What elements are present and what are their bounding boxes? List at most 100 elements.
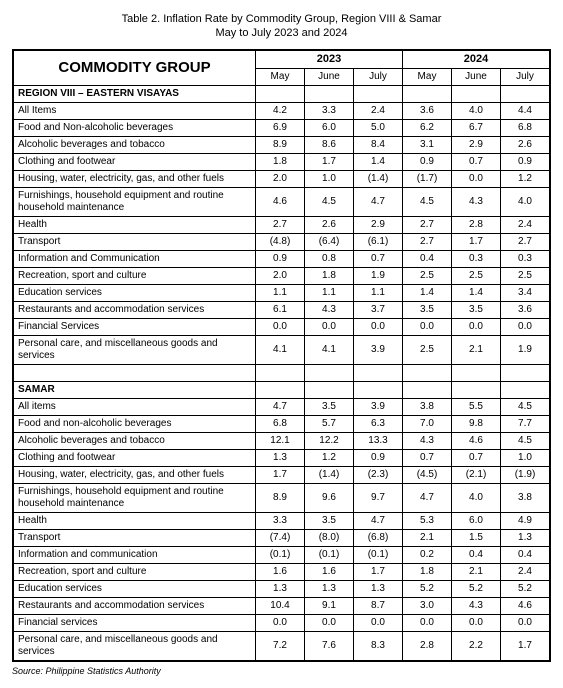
empty-cell (403, 381, 452, 398)
value-cell: 4.6 (452, 432, 501, 449)
empty-cell (501, 85, 551, 102)
row-label: Transport (13, 529, 256, 546)
value-cell: 0.7 (452, 449, 501, 466)
value-cell: 12.2 (305, 432, 354, 449)
value-cell: 1.7 (256, 466, 305, 483)
value-cell: 0.3 (452, 250, 501, 267)
value-cell: (4.8) (256, 233, 305, 250)
value-cell: 4.5 (305, 187, 354, 216)
value-cell: 5.3 (403, 512, 452, 529)
spacer-cell (403, 364, 452, 381)
value-cell: 2.1 (452, 335, 501, 364)
value-cell: 6.1 (256, 301, 305, 318)
value-cell: 0.0 (452, 170, 501, 187)
table-row: Housing, water, electricity, gas, and ot… (13, 466, 550, 483)
table-row: All Items4.23.32.43.64.04.4 (13, 102, 550, 119)
spacer-cell (354, 364, 403, 381)
title-line-2: May to July 2023 and 2024 (215, 27, 347, 39)
value-cell: 2.4 (501, 563, 551, 580)
value-cell: 3.8 (403, 398, 452, 415)
table-row: Transport(4.8)(6.4)(6.1)2.71.72.7 (13, 233, 550, 250)
value-cell: 2.2 (452, 631, 501, 661)
month-header: May (256, 68, 305, 85)
value-cell: 2.5 (501, 267, 551, 284)
value-cell: 7.6 (305, 631, 354, 661)
title-line-1: Table 2. Inflation Rate by Commodity Gro… (122, 13, 442, 25)
row-label: Restaurants and accommodation services (13, 301, 256, 318)
empty-cell (403, 85, 452, 102)
commodity-group-header: COMMODITY GROUP (13, 50, 256, 86)
value-cell: 4.3 (305, 301, 354, 318)
value-cell: 4.5 (501, 398, 551, 415)
month-header: July (501, 68, 551, 85)
value-cell: 2.8 (403, 631, 452, 661)
value-cell: 4.0 (501, 187, 551, 216)
value-cell: 4.7 (256, 398, 305, 415)
value-cell: 3.3 (305, 102, 354, 119)
row-label: Information and Communication (13, 250, 256, 267)
month-header: June (452, 68, 501, 85)
table-row: Furnishings, household equipment and rou… (13, 187, 550, 216)
table-row: Alcoholic beverages and tobacco12.112.21… (13, 432, 550, 449)
value-cell: 0.9 (256, 250, 305, 267)
value-cell: 8.4 (354, 136, 403, 153)
value-cell: 3.9 (354, 398, 403, 415)
value-cell: 2.6 (501, 136, 551, 153)
value-cell: 2.8 (452, 216, 501, 233)
value-cell: 2.5 (403, 267, 452, 284)
value-cell: 9.1 (305, 597, 354, 614)
value-cell: 4.1 (305, 335, 354, 364)
value-cell: 3.3 (256, 512, 305, 529)
value-cell: 1.6 (256, 563, 305, 580)
row-label: All items (13, 398, 256, 415)
value-cell: 0.4 (452, 546, 501, 563)
value-cell: 8.9 (256, 483, 305, 512)
value-cell: 13.3 (354, 432, 403, 449)
year-2023-header: 2023 (256, 50, 403, 69)
row-label: Food and Non-alcoholic beverages (13, 119, 256, 136)
row-label: Alcoholic beverages and tobacco (13, 432, 256, 449)
value-cell: 4.7 (403, 483, 452, 512)
value-cell: 0.4 (403, 250, 452, 267)
row-label: Information and communication (13, 546, 256, 563)
row-label: Personal care, and miscellaneous goods a… (13, 335, 256, 364)
table-row: Recreation, sport and culture1.61.61.71.… (13, 563, 550, 580)
table-row: Personal care, and miscellaneous goods a… (13, 335, 550, 364)
value-cell: 4.4 (501, 102, 551, 119)
row-label: Housing, water, electricity, gas, and ot… (13, 170, 256, 187)
row-label: Furnishings, household equipment and rou… (13, 483, 256, 512)
empty-cell (354, 85, 403, 102)
table-title: Table 2. Inflation Rate by Commodity Gro… (12, 12, 551, 41)
value-cell: (1.7) (403, 170, 452, 187)
value-cell: 5.2 (452, 580, 501, 597)
value-cell: 4.6 (256, 187, 305, 216)
value-cell: 4.3 (452, 187, 501, 216)
empty-cell (501, 381, 551, 398)
value-cell: 2.7 (403, 233, 452, 250)
value-cell: 4.7 (354, 187, 403, 216)
value-cell: 4.0 (452, 483, 501, 512)
value-cell: 10.4 (256, 597, 305, 614)
value-cell: (7.4) (256, 529, 305, 546)
row-label: Personal care, and miscellaneous goods a… (13, 631, 256, 661)
row-label: Financial services (13, 614, 256, 631)
value-cell: 0.3 (501, 250, 551, 267)
value-cell: 5.5 (452, 398, 501, 415)
value-cell: 3.6 (501, 301, 551, 318)
row-label: Health (13, 512, 256, 529)
value-cell: 0.0 (305, 614, 354, 631)
table-row: Restaurants and accommodation services10… (13, 597, 550, 614)
table-row: Alcoholic beverages and tobacco8.98.68.4… (13, 136, 550, 153)
value-cell: 0.7 (452, 153, 501, 170)
value-cell: 2.4 (354, 102, 403, 119)
value-cell: 8.3 (354, 631, 403, 661)
row-label: Financial Services (13, 318, 256, 335)
value-cell: 3.0 (403, 597, 452, 614)
table-row: Education services1.11.11.11.41.43.4 (13, 284, 550, 301)
value-cell: 3.4 (501, 284, 551, 301)
value-cell: 6.9 (256, 119, 305, 136)
value-cell: 4.6 (501, 597, 551, 614)
value-cell: 3.5 (305, 512, 354, 529)
value-cell: 0.7 (403, 449, 452, 466)
value-cell: 2.5 (403, 335, 452, 364)
